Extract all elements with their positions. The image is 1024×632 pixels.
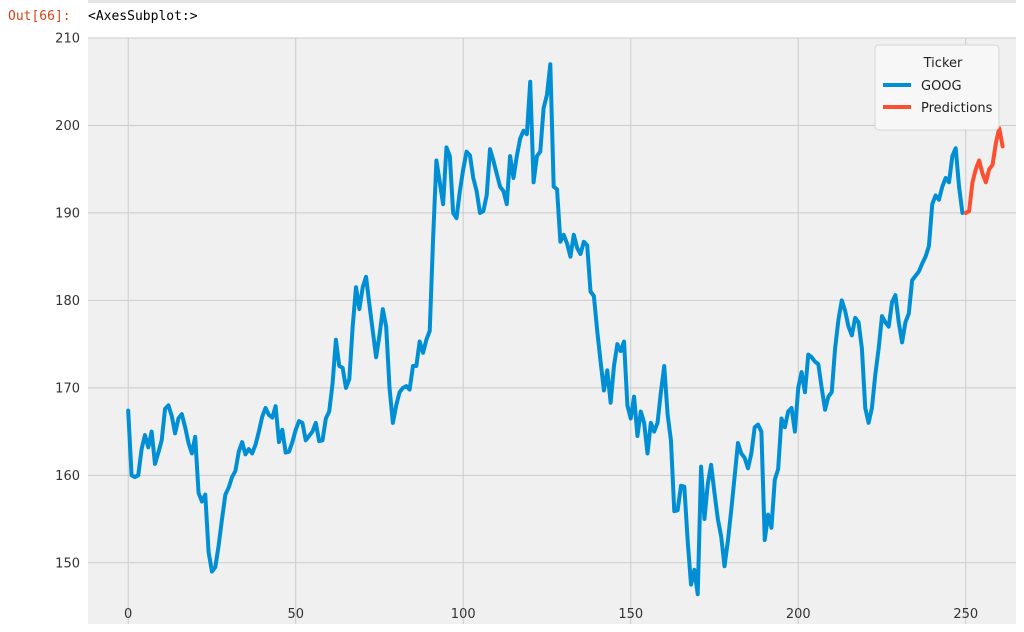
output-text: <AxesSubplot:> — [88, 9, 198, 24]
x-tick-label: 250 — [953, 607, 978, 622]
output-prompt: Out[66]: — [8, 9, 71, 24]
y-tick-label: 210 — [55, 32, 80, 47]
x-tick-label: 200 — [786, 607, 811, 622]
x-tick-label: 0 — [124, 607, 132, 622]
legend: Ticker GOOG Predictions — [874, 44, 1000, 131]
legend-items: GOOG Predictions — [883, 79, 993, 116]
y-tick-label: 190 — [55, 206, 80, 221]
series-lines — [126, 62, 1005, 597]
series-line-goog — [126, 62, 965, 597]
y-tick-label: 200 — [55, 119, 80, 134]
grid-lines — [88, 37, 1016, 624]
x-tick-label: 50 — [287, 607, 304, 622]
cell-top-border — [88, 0, 1016, 3]
y-tick-label: 180 — [55, 294, 80, 309]
series-line-predictions — [963, 126, 1005, 215]
y-tick-label: 150 — [55, 556, 80, 571]
x-tick-label: 150 — [618, 607, 643, 622]
legend-label: Predictions — [921, 101, 993, 116]
y-tick-label: 160 — [55, 469, 80, 484]
legend-title: Ticker — [923, 56, 963, 71]
x-tick-label: 100 — [451, 607, 476, 622]
y-axis-ticks: 150 160 170 180 190 200 210 — [55, 32, 80, 572]
x-axis-ticks: 0 50 100 150 200 250 — [124, 607, 978, 622]
legend-label: GOOG — [921, 79, 962, 94]
line-chart: 150 160 170 180 190 200 210 0 50 100 150 200 250 Ti… — [55, 32, 1016, 624]
y-tick-label: 170 — [55, 381, 80, 396]
